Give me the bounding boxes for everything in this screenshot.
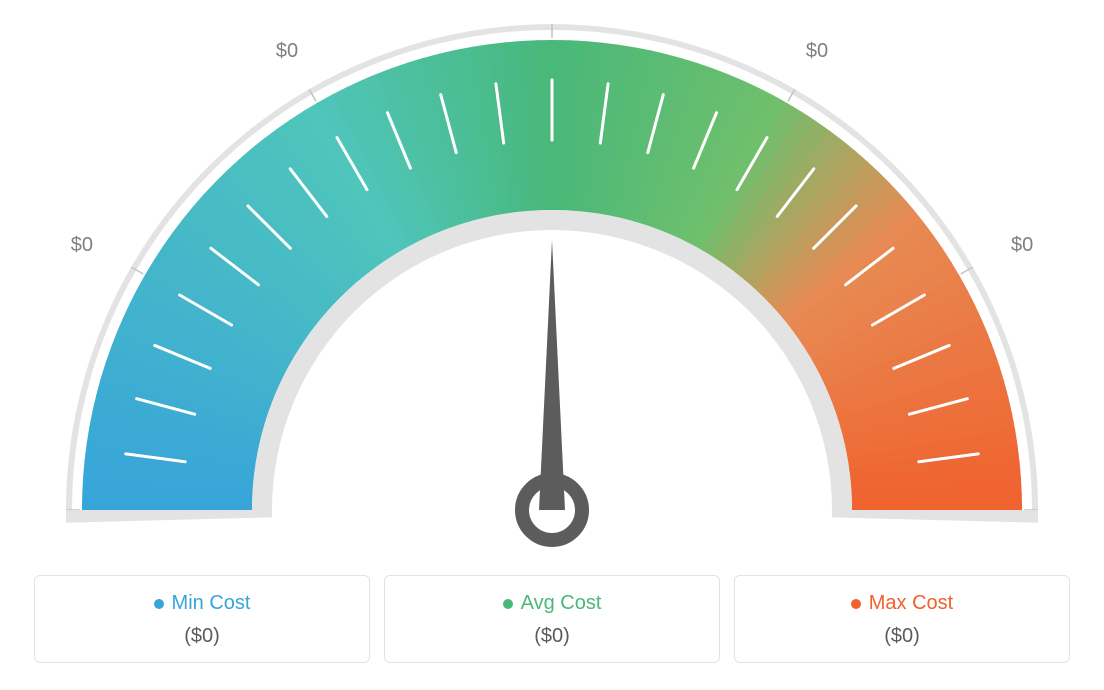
legend-title-avg: Avg Cost [503, 592, 602, 615]
legend-row: Min Cost ($0) Avg Cost ($0) Max Cost ($0… [34, 575, 1070, 663]
legend-dot-max [851, 599, 861, 609]
gauge-svg: $0$0$0$0$0$0$0 [32, 10, 1072, 570]
legend-value-max: ($0) [745, 625, 1059, 648]
legend-label-avg: Avg Cost [521, 592, 602, 615]
legend-value-avg: ($0) [395, 625, 709, 648]
legend-card-avg: Avg Cost ($0) [384, 575, 720, 663]
legend-title-max: Max Cost [851, 592, 953, 615]
svg-text:$0: $0 [1011, 234, 1033, 256]
legend-dot-avg [503, 599, 513, 609]
cost-gauge-chart: $0$0$0$0$0$0$0 [32, 10, 1072, 570]
legend-card-max: Max Cost ($0) [734, 575, 1070, 663]
svg-text:$0: $0 [276, 40, 298, 62]
svg-text:$0: $0 [71, 234, 93, 256]
legend-card-min: Min Cost ($0) [34, 575, 370, 663]
svg-text:$0: $0 [806, 40, 828, 62]
legend-value-min: ($0) [45, 625, 359, 648]
legend-label-min: Min Cost [172, 592, 251, 615]
legend-title-min: Min Cost [154, 592, 251, 615]
legend-label-max: Max Cost [869, 592, 953, 615]
legend-dot-min [154, 599, 164, 609]
